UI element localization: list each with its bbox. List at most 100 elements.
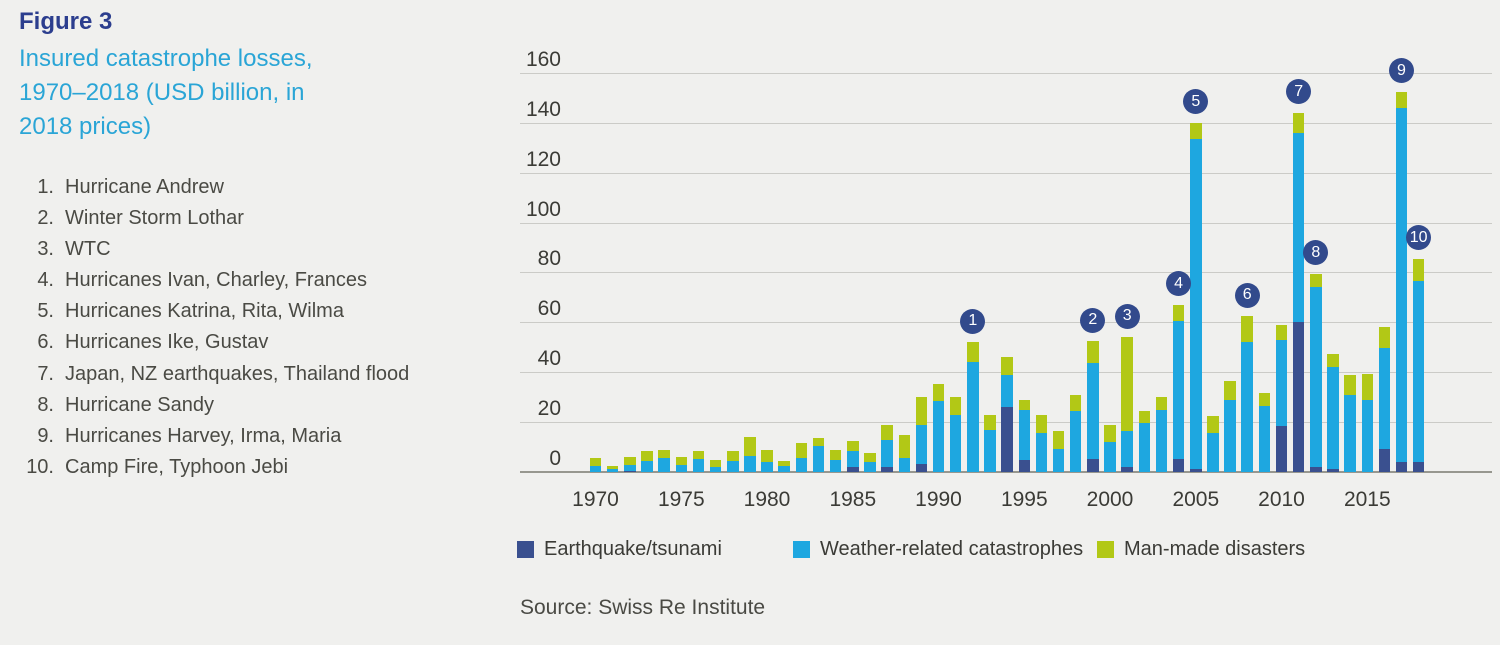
bar-segment-weather [1087, 363, 1099, 460]
x-tick-label: 2015 [1343, 488, 1391, 511]
bar-1982 [795, 443, 807, 472]
x-tick-label: 1980 [743, 488, 791, 511]
bar-segment-weather [984, 429, 996, 472]
bar-segment-man-made [1361, 373, 1373, 400]
y-tick-label: 20 [537, 397, 561, 421]
bar-segment-earthquake [1378, 449, 1391, 472]
bar-segment-man-made [795, 443, 807, 459]
bar-segment-weather [915, 424, 928, 465]
callout-2: 2 [1080, 307, 1106, 333]
bar-segment-man-made [1121, 337, 1133, 431]
bar-segment-man-made [932, 383, 945, 401]
legend-swatch-icon [793, 541, 810, 558]
y-tick-label: 80 [537, 247, 561, 271]
gridline-120 [520, 172, 1492, 174]
bar-segment-man-made [847, 440, 859, 451]
bar-segment-weather [847, 450, 859, 467]
bar-1985 [847, 440, 859, 472]
bar-segment-earthquake [624, 470, 636, 472]
bar-segment-man-made [606, 465, 619, 470]
y-tick-label: 40 [537, 347, 561, 371]
bar-1971 [606, 465, 619, 472]
bar-2003 [1155, 397, 1168, 472]
bar-segment-weather [641, 460, 653, 472]
event-number: 3. [37, 238, 54, 261]
event-number: 10. [26, 455, 54, 478]
bar-segment-weather [1121, 430, 1133, 467]
x-tick-label: 1985 [829, 488, 877, 511]
bar-1988 [898, 434, 910, 472]
event-list-item: 2. Winter Storm Lothar [20, 207, 409, 238]
bar-segment-man-made [1224, 381, 1236, 400]
bar-segment-man-made [1001, 357, 1013, 375]
bar-segment-weather [658, 458, 670, 472]
bar-segment-weather [1155, 409, 1168, 472]
legend-item-2: Weather-related catastrophes [793, 538, 1083, 561]
bar-segment-man-made [1138, 410, 1150, 424]
callout-4: 4 [1166, 271, 1192, 297]
bar-2009 [1258, 393, 1271, 472]
bar-segment-weather [589, 465, 602, 472]
event-number: 1. [37, 176, 54, 198]
event-number: 6. [37, 331, 54, 354]
bar-segment-man-made [709, 459, 722, 467]
bar-segment-weather [778, 465, 790, 472]
figure-title-line-3: 2018 prices) [19, 113, 152, 140]
bar-segment-earthquake [1292, 322, 1305, 472]
bar-segment-man-made [1207, 415, 1219, 434]
bar-1990 [932, 383, 945, 472]
bar-segment-weather [709, 467, 722, 472]
bar-segment-earthquake [1001, 407, 1013, 472]
legend-item-1: Earthquake/tsunami [517, 538, 722, 561]
event-label: Hurricanes Harvey, Irma, Maria [65, 424, 342, 447]
callout-1: 1 [960, 308, 986, 334]
bar-1973 [641, 450, 653, 472]
bar-segment-man-made [1087, 341, 1099, 364]
event-label: Hurricanes Ivan, Charley, Frances [65, 269, 367, 292]
bar-segment-weather [1104, 442, 1116, 472]
bar-segment-man-made [1069, 394, 1082, 411]
bar-2002 [1138, 410, 1150, 472]
bar-segment-man-made [1018, 399, 1030, 410]
bar-segment-weather [1310, 287, 1322, 467]
bar-2017 [1395, 91, 1408, 472]
bar-1994 [1001, 357, 1013, 472]
bar-segment-man-made [864, 453, 876, 462]
bar-segment-man-made [1327, 353, 1339, 368]
x-tick-label: 1990 [915, 488, 962, 511]
bar-segment-earthquake [1412, 461, 1425, 472]
event-label: Hurricane Andrew [65, 176, 224, 198]
bar-segment-weather [624, 464, 636, 471]
figure-title: Insured catastrophe losses, 1970–2018 (US… [19, 42, 313, 144]
bar-segment-weather [1395, 107, 1408, 462]
callout-9: 9 [1389, 58, 1414, 84]
event-list-item: 4. Hurricanes Ivan, Charley, Frances [20, 269, 409, 300]
bar-segment-man-made [1412, 258, 1425, 282]
bar-segment-weather [1224, 399, 1236, 472]
event-number: 4. [37, 269, 54, 292]
legend-label: Weather-related catastrophes [820, 538, 1084, 560]
event-list-item: 9. Hurricanes Harvey, Irma, Maria [20, 425, 409, 456]
bar-segment-man-made [1052, 430, 1065, 450]
bar-segment-weather [864, 461, 876, 472]
bar-segment-weather [1018, 409, 1030, 460]
bar-segment-man-made [829, 449, 842, 460]
bar-segment-weather [1275, 339, 1288, 426]
bar-segment-weather [898, 458, 910, 472]
gridline-160 [520, 72, 1492, 74]
x-tick-label: 1995 [1000, 488, 1048, 511]
bar-1998 [1069, 394, 1082, 472]
bar-segment-man-made [1292, 112, 1305, 133]
bar-segment-earthquake [1087, 459, 1099, 472]
bar-2014 [1344, 374, 1356, 472]
bar-1972 [624, 457, 636, 472]
bar-segment-man-made [675, 457, 687, 465]
bar-segment-man-made [812, 438, 825, 446]
bar-segment-earthquake [1018, 459, 1030, 472]
bar-segment-weather [606, 469, 619, 472]
event-list-item: 6. Hurricanes Ike, Gustav [20, 331, 409, 362]
bar-1997 [1052, 430, 1065, 472]
bar-2006 [1207, 415, 1219, 472]
bar-2016 [1378, 327, 1391, 472]
